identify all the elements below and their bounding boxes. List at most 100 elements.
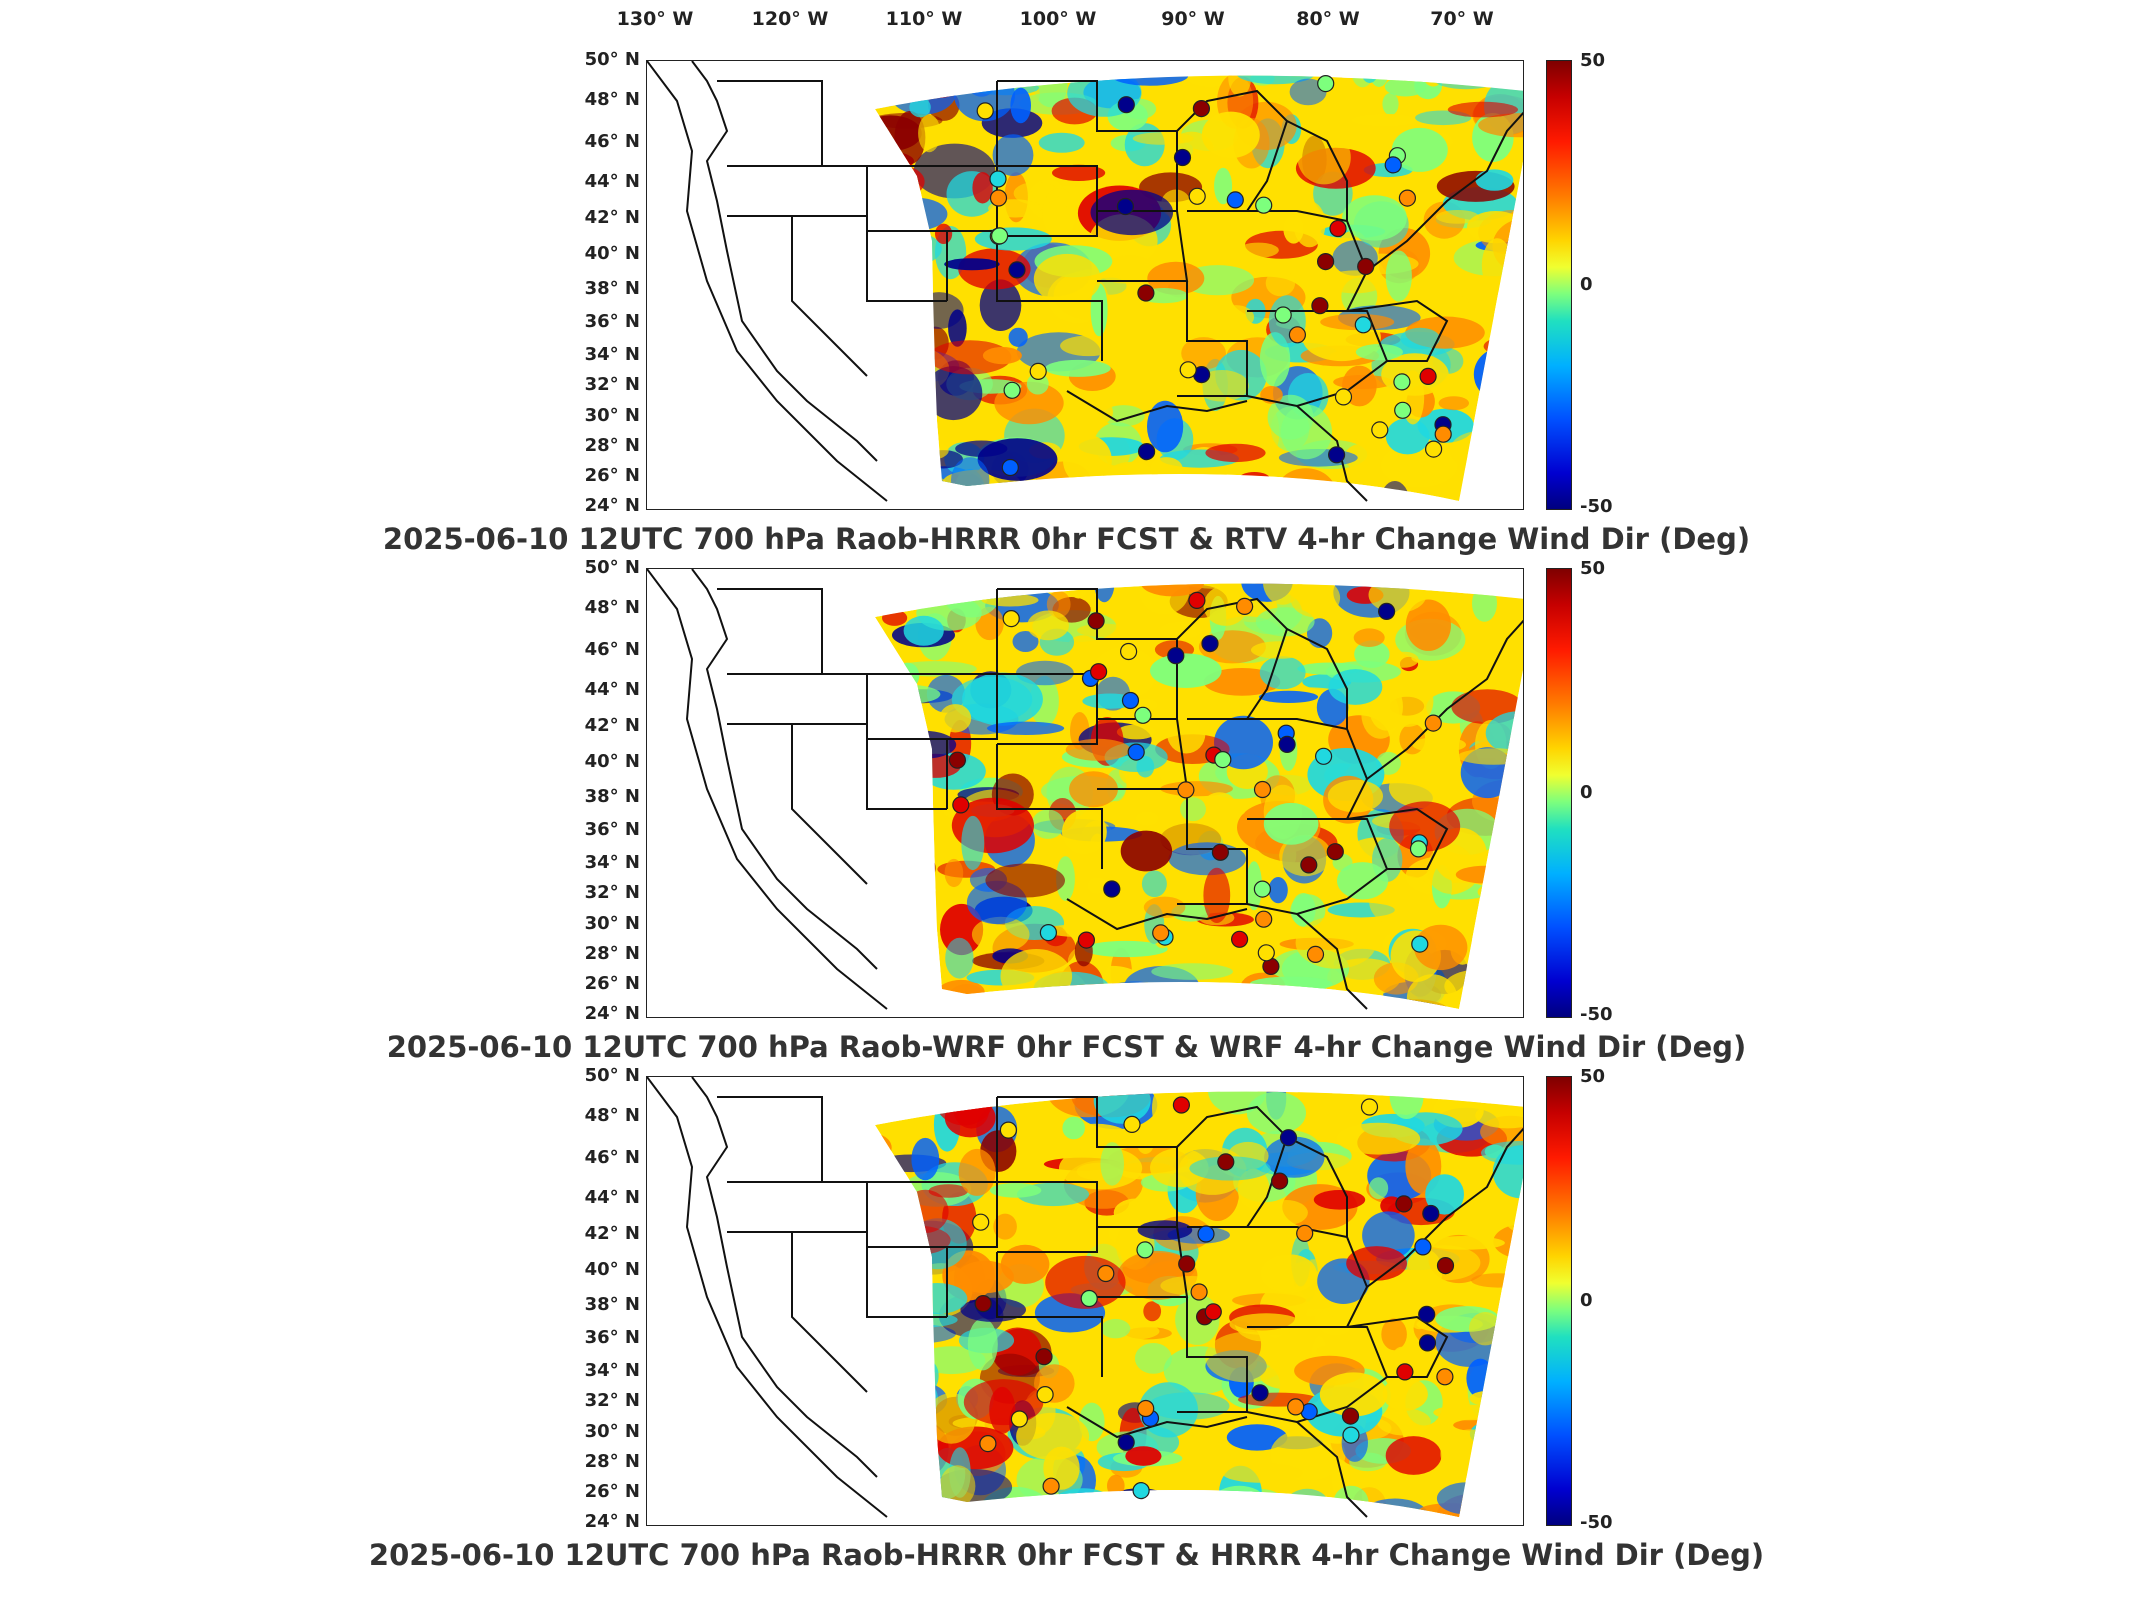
field-blob bbox=[939, 704, 972, 733]
raob-station-marker bbox=[1394, 401, 1412, 419]
longitude-axis: 130° W 120° W 110° W 100° W 90° W 80° W … bbox=[0, 0, 2133, 40]
field-blob bbox=[1328, 669, 1383, 705]
field-blob bbox=[1351, 113, 1418, 127]
raob-station-marker bbox=[974, 1295, 992, 1313]
state-boundary bbox=[1177, 1297, 1248, 1413]
lat-tick: 40° N bbox=[584, 243, 640, 264]
field-blob bbox=[1293, 201, 1326, 248]
raob-station-marker bbox=[1137, 1399, 1155, 1418]
field-blob bbox=[1466, 456, 1523, 484]
map-svg bbox=[647, 1077, 1523, 1518]
field-blob bbox=[1472, 928, 1511, 954]
field-blob bbox=[1372, 1077, 1395, 1084]
field-blob bbox=[1038, 132, 1085, 153]
field-blob bbox=[875, 378, 918, 422]
map-frame bbox=[646, 568, 1524, 1018]
field-blob bbox=[1140, 583, 1205, 597]
raob-station-marker bbox=[1314, 747, 1333, 765]
field-blob bbox=[1067, 635, 1099, 660]
field-blob bbox=[1313, 1190, 1366, 1210]
field-blob bbox=[1154, 997, 1233, 1009]
state-boundary bbox=[792, 723, 947, 810]
field-blob bbox=[1259, 985, 1306, 1009]
raob-station-marker bbox=[1436, 1257, 1455, 1275]
raob-station-marker bbox=[1029, 362, 1047, 380]
raob-station-marker bbox=[1167, 647, 1185, 665]
raob-station-marker bbox=[1424, 714, 1442, 732]
raob-station-marker bbox=[989, 189, 1008, 207]
lon-tick: 90° W bbox=[1161, 8, 1225, 30]
lat-tick: 24° N bbox=[584, 1511, 640, 1532]
field-blob bbox=[1100, 1142, 1124, 1186]
field-blob bbox=[1217, 305, 1255, 330]
field-blob bbox=[1272, 1504, 1335, 1517]
state-boundary bbox=[1296, 1421, 1368, 1518]
field-blob bbox=[1265, 270, 1296, 297]
raob-station-marker bbox=[1296, 1224, 1314, 1242]
lat-tick: 24° N bbox=[584, 495, 640, 516]
field-blob bbox=[1385, 418, 1430, 455]
raob-station-marker bbox=[1230, 930, 1249, 948]
raob-station-marker bbox=[1411, 935, 1429, 953]
field-blob bbox=[1023, 484, 1067, 501]
field-blob bbox=[879, 992, 908, 1009]
raob-station-marker bbox=[1042, 1477, 1060, 1495]
raob-station-marker bbox=[1152, 924, 1170, 942]
lat-tick: 34° N bbox=[584, 1360, 640, 1381]
field-blob bbox=[1336, 1122, 1421, 1155]
raob-station-marker bbox=[1371, 421, 1389, 439]
lat-tick: 42° N bbox=[584, 715, 640, 736]
map-frame bbox=[646, 1076, 1524, 1526]
raob-station-marker bbox=[1090, 663, 1108, 681]
raob-station-marker bbox=[1179, 361, 1197, 379]
raob-station-marker bbox=[1255, 910, 1273, 928]
state-boundary bbox=[1346, 807, 1449, 870]
field-blob bbox=[1229, 1313, 1303, 1336]
state-boundary bbox=[1366, 619, 1523, 780]
raob-station-marker bbox=[1377, 602, 1396, 621]
lon-tick: 130° W bbox=[616, 8, 694, 30]
field-blob bbox=[1344, 443, 1378, 471]
raob-station-marker bbox=[1204, 1303, 1222, 1321]
field-blob bbox=[985, 863, 1065, 898]
field-blob bbox=[1434, 75, 1498, 90]
raob-station-marker bbox=[1035, 1348, 1053, 1366]
field-blob bbox=[1384, 76, 1426, 97]
raob-station-marker bbox=[1190, 1283, 1208, 1301]
field-blob bbox=[1180, 797, 1206, 822]
field-blob bbox=[961, 1091, 1016, 1095]
lat-tick: 46° N bbox=[584, 1147, 640, 1168]
lat-tick: 34° N bbox=[584, 852, 640, 873]
lat-tick: 48° N bbox=[584, 89, 640, 110]
lat-tick: 38° N bbox=[584, 786, 640, 807]
field-blob bbox=[875, 461, 923, 482]
raob-station-marker bbox=[1418, 1334, 1437, 1352]
raob-station-marker bbox=[1398, 189, 1417, 207]
field-blob bbox=[909, 1002, 939, 1009]
field-blob bbox=[875, 164, 925, 199]
field-blob bbox=[982, 347, 1022, 365]
field-blob bbox=[1107, 255, 1153, 276]
field-blob bbox=[1203, 867, 1231, 923]
field-blob bbox=[1290, 482, 1312, 501]
field-blob bbox=[1263, 802, 1319, 845]
field-blob bbox=[924, 366, 983, 421]
raob-station-marker bbox=[1188, 187, 1206, 205]
field-blob bbox=[1280, 1001, 1340, 1009]
field-blob bbox=[1123, 377, 1177, 403]
raob-station-marker bbox=[1255, 196, 1273, 214]
field-blob bbox=[875, 202, 919, 233]
raob-station-marker bbox=[1132, 1482, 1150, 1500]
field-blob bbox=[967, 1318, 998, 1371]
field-blob bbox=[972, 172, 993, 204]
field-blob bbox=[897, 948, 919, 999]
field-blob bbox=[901, 368, 932, 423]
field-blob bbox=[1458, 647, 1513, 699]
lat-tick: 30° N bbox=[584, 405, 640, 426]
state-boundary bbox=[996, 81, 1098, 237]
raob-station-marker bbox=[1422, 1204, 1440, 1223]
raob-station-marker bbox=[1008, 261, 1026, 279]
field-blob bbox=[1469, 1390, 1511, 1407]
field-blob bbox=[1160, 1276, 1220, 1296]
raob-station-marker bbox=[1003, 381, 1021, 399]
